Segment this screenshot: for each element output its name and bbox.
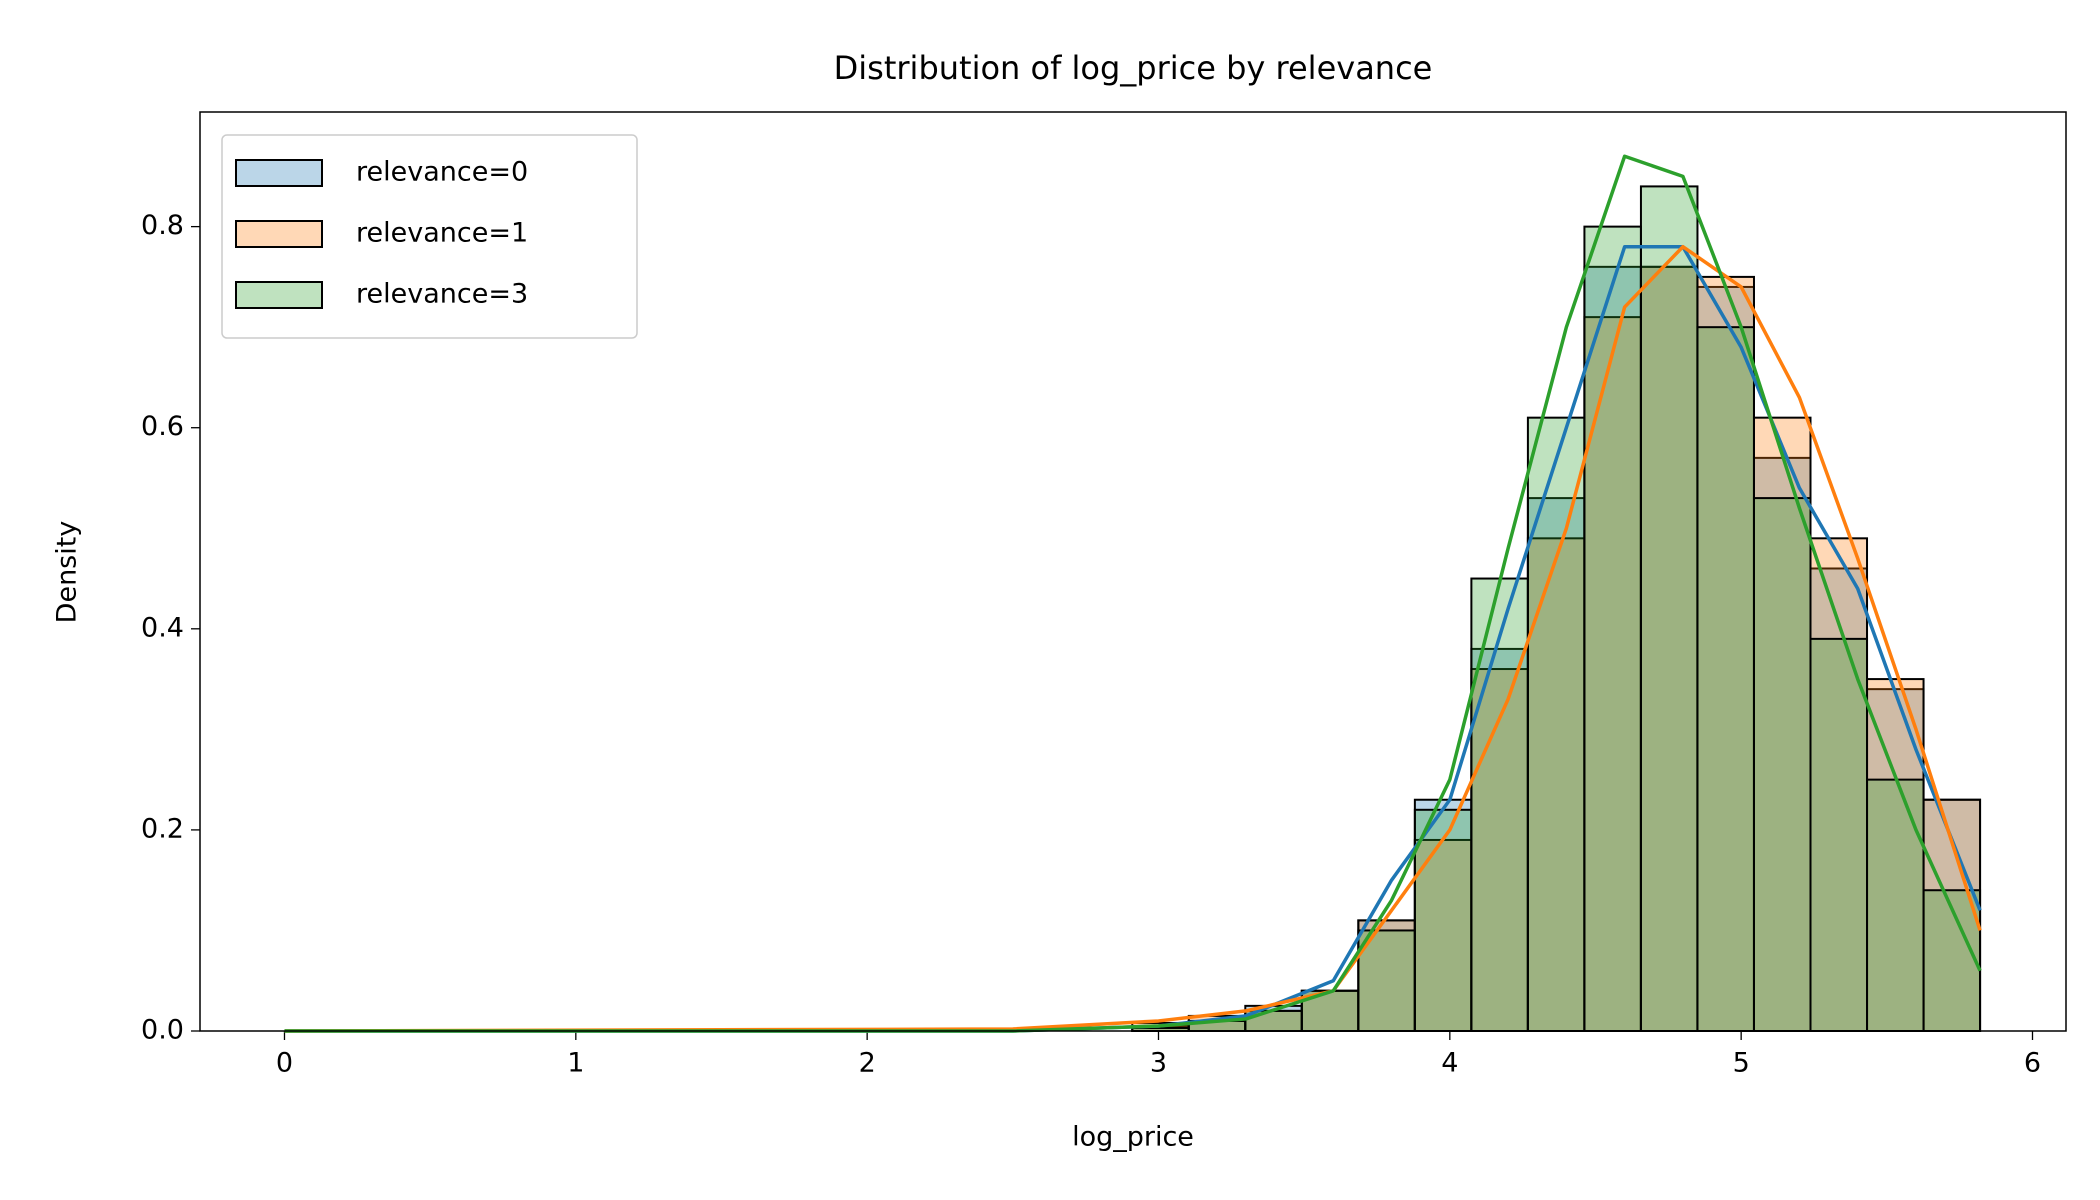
y-tick-label: 0.8 [141, 210, 184, 241]
legend-label: relevance=1 [356, 218, 528, 249]
plot-frame [199, 111, 2067, 1032]
histogram-bar [1866, 778, 1925, 1032]
histogram-bar [1752, 497, 1812, 1032]
histogram-bar [1470, 577, 1529, 1032]
chart-title: Distribution of log_price by relevance [834, 49, 1433, 87]
y-tick-label: 0.6 [141, 411, 184, 442]
x-axis-label: log_price [1072, 1122, 1194, 1153]
kde-line [284, 244, 1982, 1033]
legend-label: relevance=0 [356, 157, 528, 188]
histogram-bar [1922, 889, 1982, 1032]
y-tick-label: 0.2 [141, 813, 184, 844]
histogram-bar [1696, 275, 1755, 1032]
histogram-bar [1526, 416, 1586, 1032]
x-tick-label: 2 [859, 1048, 876, 1079]
histogram-bar [1809, 637, 1869, 1032]
x-tick-label: 1 [567, 1048, 584, 1079]
legend-swatch [235, 159, 323, 187]
legend-swatch [235, 220, 323, 248]
legend-label: relevance=3 [356, 279, 528, 310]
legend-swatch [235, 281, 323, 309]
x-tick-label: 5 [1733, 1048, 1750, 1079]
histogram-bar [1922, 798, 1982, 1033]
x-tick-label: 0 [276, 1048, 293, 1079]
y-tick-label: 0.4 [141, 612, 184, 643]
histogram-bar [1639, 185, 1699, 1033]
histogram-bar [1752, 416, 1812, 1032]
y-axis-label: Density [52, 521, 83, 624]
histogram-bar [1526, 497, 1586, 1032]
histogram-bar [1583, 265, 1642, 1032]
legend-box [221, 134, 638, 339]
histogram-bar [1752, 456, 1812, 1032]
histogram-bar [1583, 225, 1642, 1032]
x-tick-label: 3 [1150, 1048, 1167, 1079]
x-tick-label: 6 [2024, 1048, 2041, 1079]
histogram-bar [1696, 326, 1755, 1033]
x-tick-label: 4 [1441, 1048, 1458, 1079]
histogram-bar [1413, 808, 1473, 1033]
histogram-bar [1470, 668, 1529, 1032]
histogram-bar [1583, 316, 1642, 1032]
kde-line [284, 154, 1982, 1033]
y-tick-label: 0.0 [141, 1015, 184, 1046]
